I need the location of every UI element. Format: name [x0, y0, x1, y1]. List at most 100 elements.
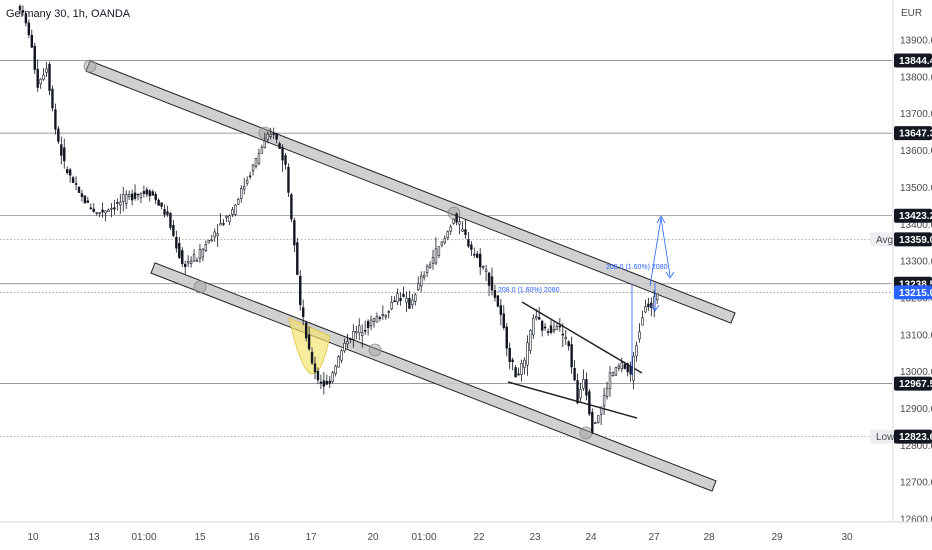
candle-body [349, 338, 352, 340]
candle-body [169, 212, 172, 228]
currency-label: EUR [901, 8, 922, 19]
candle-body [358, 325, 361, 334]
candle-body [655, 293, 659, 301]
candle-body [104, 210, 107, 214]
candle-body [564, 337, 567, 340]
candle-body [638, 331, 641, 340]
candle-body [68, 169, 72, 176]
candle-body [86, 200, 90, 203]
upper-channel-band[interactable] [85, 60, 736, 324]
price-level-badge [894, 208, 932, 223]
candle-body [175, 237, 178, 249]
candle-body [257, 153, 261, 164]
price-level-badge-label: 13359.0 [899, 235, 932, 246]
price-axis[interactable]: EUR 13900.0 13800.0 13700.0 13600.0 13500.0 13… [870, 0, 932, 526]
candle-body [419, 275, 423, 287]
candle-body [340, 350, 343, 361]
candle-body [184, 263, 187, 267]
price-tick-label: 12900.0 [900, 404, 932, 415]
candle-body [266, 133, 269, 140]
price-tick-label: 13800.0 [900, 72, 932, 83]
candle-body [307, 334, 311, 350]
candle-body [605, 387, 609, 397]
candle-body [446, 231, 449, 239]
candle-body [234, 204, 237, 215]
candle-body [228, 215, 231, 223]
candle-body [313, 363, 317, 373]
candle-body [125, 194, 128, 204]
candle-body [617, 365, 621, 369]
candle-body [567, 341, 570, 347]
price-level-tag-label: Low [876, 432, 895, 443]
candle-body [122, 194, 125, 202]
price-tick-label: 13700.0 [900, 109, 932, 120]
candle-body [452, 218, 455, 224]
candle-body [21, 10, 25, 13]
candle-body [384, 314, 387, 318]
price-tick-label: 13300.0 [900, 257, 932, 268]
candle-body [647, 303, 650, 308]
candle-body [352, 330, 355, 340]
candle-body [130, 193, 134, 201]
candle-body [142, 191, 146, 194]
candle-body [411, 299, 414, 306]
candle-body [207, 239, 210, 244]
time-tick-label: 20 [367, 532, 379, 543]
candle-body [77, 186, 81, 193]
candle-body [540, 320, 544, 331]
lower-channel-band[interactable] [150, 262, 717, 492]
candle-body [299, 275, 302, 306]
projection-arrow[interactable] [649, 217, 671, 287]
price-level-badge [894, 429, 932, 444]
candle-body [588, 391, 591, 415]
candle-body [45, 68, 48, 73]
channel-drawings[interactable] [83, 59, 736, 492]
swing-point-marker [368, 343, 382, 357]
candle-body [614, 367, 618, 376]
candle-body [263, 140, 267, 148]
candle-body [484, 269, 488, 272]
time-tick-label: 28 [703, 532, 715, 543]
candle-body [92, 208, 95, 212]
candle-body [275, 133, 278, 140]
candle-body [375, 316, 379, 323]
candle-body [151, 191, 154, 196]
price-level-badge-label: 13423.2 [899, 211, 932, 222]
candle-body [481, 266, 485, 268]
candle-body [396, 293, 399, 303]
candle-body [511, 359, 514, 362]
candle-body [322, 380, 326, 387]
time-tick-label: 15 [194, 532, 206, 543]
candle-body [42, 74, 45, 80]
candle-body [222, 223, 225, 225]
price-tick-label: 12800.0 [900, 441, 932, 452]
candle-body [296, 242, 299, 275]
price-tick-label: 12700.0 [900, 478, 932, 489]
candle-body [113, 207, 116, 210]
candle-body [570, 344, 573, 368]
candle-body [60, 144, 63, 156]
price-level-tag-label: Avg [876, 235, 893, 246]
candle-body [163, 209, 166, 215]
candle-body [154, 193, 157, 201]
wedge-upper-line[interactable] [521, 301, 643, 374]
time-axis[interactable]: 10 13 01:00 15 16 17 20 01:00 22 23 24 27 28 29 30 [0, 521, 932, 543]
time-tick-label: 16 [248, 532, 260, 543]
candle-body [178, 243, 181, 258]
candle-body [372, 318, 376, 322]
candle-body [490, 276, 494, 291]
candle-body [195, 260, 199, 262]
candle-body [89, 207, 93, 210]
wedge-lower-line[interactable] [507, 381, 638, 419]
candle-body [304, 322, 308, 339]
price-level-lines [0, 60, 892, 438]
measure-annotation: 208.0 (1.60%) 2080 [498, 287, 560, 294]
candle-body [51, 88, 54, 109]
candle-body [18, 6, 22, 11]
candle-body [201, 248, 205, 258]
measure-tools[interactable]: 208.0 (1.60%) 2080 208.0 (1.60%) 2080 [498, 215, 675, 375]
candle-body [526, 342, 529, 366]
candle-body [464, 229, 467, 235]
candle-body [331, 372, 334, 382]
